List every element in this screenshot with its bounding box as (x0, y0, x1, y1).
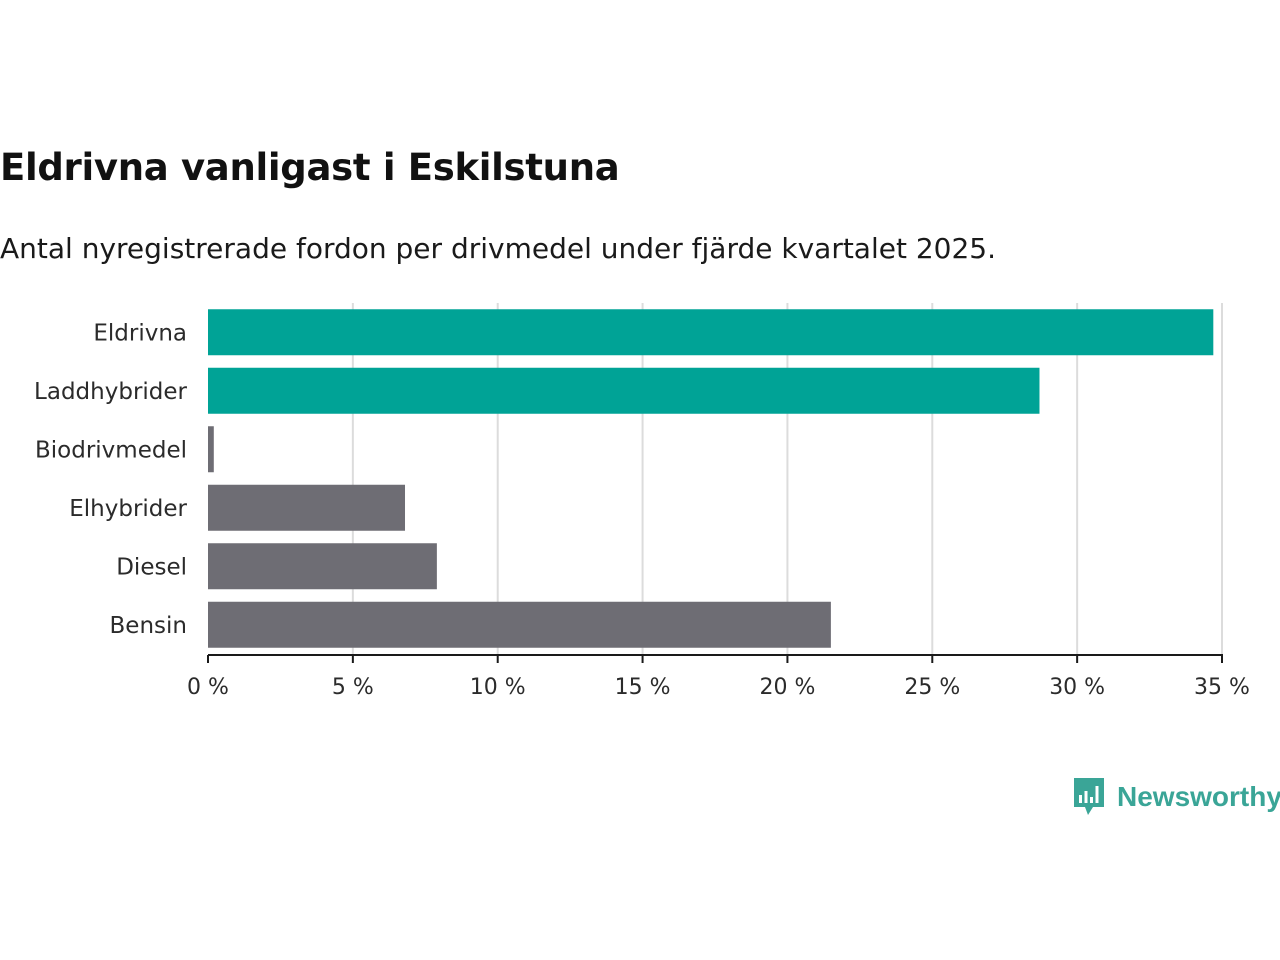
bar-diesel (208, 543, 437, 590)
x-tick-label: 15 % (615, 675, 671, 700)
x-axis: 0 % 5 % 10 % 15 % 20 % 25 % 30 % 35 % (187, 654, 1250, 700)
bars (208, 309, 1214, 648)
bar-bensin (208, 601, 831, 648)
bar-biodrivmedel (208, 426, 214, 473)
newsworthy-brand: Newsworthy (1071, 775, 1280, 819)
x-tick-label: 35 % (1194, 675, 1250, 700)
chart-title: Eldrivna vanligast i Eskilstuna (0, 146, 620, 189)
x-tick-label: 5 % (332, 675, 374, 700)
newsworthy-logo-icon (1074, 778, 1104, 815)
x-tick-label: 10 % (470, 675, 526, 700)
category-label: Diesel (116, 554, 187, 580)
x-tick-label: 0 % (187, 675, 229, 700)
category-label: Elhybrider (69, 496, 187, 522)
chart-subtitle: Antal nyregistrerade fordon per drivmede… (0, 232, 997, 265)
bar-elhybrider (208, 484, 406, 531)
category-label: Bensin (110, 613, 187, 639)
bar-eldrivna (208, 309, 1214, 356)
gridlines (351, 303, 1223, 654)
x-tick-label: 20 % (759, 675, 815, 700)
x-tick-label: 30 % (1049, 675, 1105, 700)
category-label: Laddhybrider (34, 379, 187, 405)
category-label: Biodrivmedel (35, 437, 187, 463)
x-tick-label: 25 % (904, 675, 960, 700)
brand-name: Newsworthy (1117, 781, 1280, 812)
bar-laddhybrider (208, 367, 1040, 414)
category-labels: Eldrivna Laddhybrider Biodrivmedel Elhybrid… (34, 320, 187, 639)
category-label: Eldrivna (93, 320, 187, 346)
